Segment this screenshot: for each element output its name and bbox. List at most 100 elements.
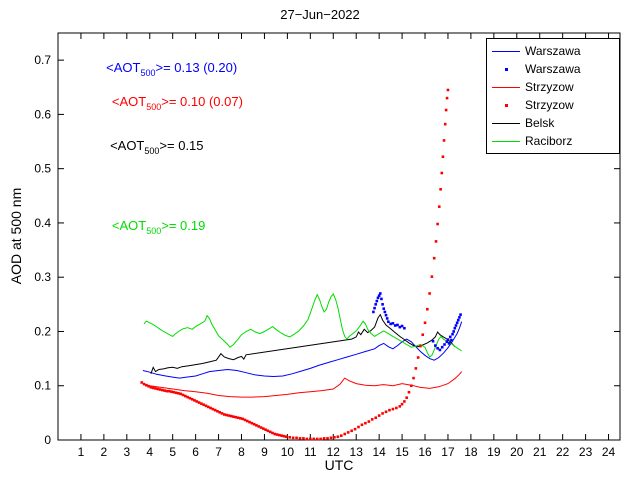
series-dot-warszawa	[454, 324, 458, 327]
series-dot-strzyzow	[437, 205, 441, 208]
series-dot-strzyzow	[329, 436, 333, 440]
series-dot-strzyzow	[441, 155, 445, 159]
series-dot-strzyzow	[248, 420, 251, 424]
series-dot-strzyzow	[405, 396, 408, 399]
series-dot-strzyzow	[220, 412, 224, 415]
axes-box	[57, 32, 621, 441]
series-dot-warszawa	[455, 321, 459, 325]
series-dot-strzyzow	[398, 405, 402, 408]
series-dot-strzyzow	[229, 414, 233, 418]
y-tick-label: 0.6	[34, 107, 51, 121]
series-dot-strzyzow	[186, 395, 189, 399]
legend-item: Belsk	[487, 114, 619, 132]
series-dot-strzyzow	[206, 405, 210, 409]
series-dot-strzyzow	[154, 387, 157, 390]
series-dot-strzyzow	[309, 437, 312, 441]
series-dot-warszawa	[450, 338, 453, 342]
series-dot-warszawa	[445, 340, 449, 344]
series-dot-strzyzow	[384, 410, 388, 414]
x-tick-label: 11	[304, 445, 317, 459]
series-dot-warszawa	[372, 310, 375, 314]
series-dot-strzyzow	[195, 400, 199, 403]
series-dot-warszawa	[384, 313, 388, 317]
series-dot-strzyzow	[211, 407, 215, 411]
series-dot-warszawa	[400, 324, 404, 328]
series-dot-strzyzow	[227, 414, 231, 417]
series-dot-strzyzow	[291, 436, 295, 440]
series-dot-strzyzow	[151, 386, 155, 390]
y-tick-label: 0.2	[34, 324, 51, 338]
series-dot-strzyzow	[140, 381, 144, 384]
series-dot-strzyzow	[312, 437, 316, 441]
x-tick-label: 8	[238, 445, 245, 459]
series-dot-strzyzow	[298, 437, 302, 440]
series-dot-warszawa	[385, 317, 389, 320]
series-dot-warszawa	[373, 306, 376, 310]
series-dot-strzyzow	[407, 390, 411, 394]
legend-item: Raciborz	[487, 132, 619, 150]
series-dot-strzyzow	[444, 108, 448, 112]
legend-label: Strzyzow	[525, 98, 574, 112]
series-dot-strzyzow	[326, 437, 329, 440]
series-dot-strzyzow	[202, 403, 205, 407]
series-dot-strzyzow	[161, 388, 164, 392]
series-dot-strzyzow	[403, 400, 406, 403]
series-dot-warszawa	[453, 326, 457, 330]
series-dot-strzyzow	[364, 421, 367, 425]
series-dot-warszawa	[448, 335, 452, 339]
series-dot-strzyzow	[184, 394, 187, 398]
series-dot-strzyzow	[412, 376, 415, 380]
series-dot-strzyzow	[149, 386, 153, 389]
series-dot-warszawa	[376, 296, 380, 300]
series-dot-strzyzow	[302, 437, 305, 440]
aot-annotation: <AOT500>= 0.10 (0.07)	[111, 94, 243, 112]
x-tick-label: 19	[487, 445, 501, 459]
series-dot-strzyzow	[343, 432, 347, 436]
aot-annotation: <AOT500>= 0.13 (0.20)	[106, 60, 238, 79]
series-dot-strzyzow	[419, 344, 422, 348]
series-dot-warszawa	[434, 344, 437, 347]
series-dot-strzyzow	[239, 416, 242, 420]
series-dot-strzyzow	[218, 411, 222, 414]
series-dot-strzyzow	[400, 402, 404, 406]
series-dot-strzyzow	[439, 187, 442, 191]
series-dot-strzyzow	[370, 418, 374, 421]
series-dot-strzyzow	[165, 389, 169, 393]
x-tick-label: 4	[146, 445, 153, 459]
series-dot-strzyzow	[446, 88, 450, 92]
series-dot-strzyzow	[200, 402, 203, 405]
series-dot-strzyzow	[264, 428, 267, 431]
legend-label: Warszawa	[525, 44, 581, 58]
x-tick-label: 10	[281, 445, 295, 459]
series-dot-strzyzow	[234, 415, 238, 419]
series-dot-warszawa	[451, 332, 454, 336]
series-dot-strzyzow	[241, 417, 244, 421]
series-dot-warszawa	[387, 320, 390, 323]
series-dot-warszawa	[382, 307, 386, 310]
series-dot-strzyzow	[350, 429, 353, 433]
series-dot-strzyzow	[360, 423, 364, 427]
x-tick-label: 18	[464, 445, 478, 459]
x-tick-label: 21	[533, 445, 547, 459]
series-dot-strzyzow	[346, 431, 350, 434]
series-dot-warszawa	[396, 323, 399, 327]
series-dot-warszawa	[456, 318, 460, 322]
series-dot-strzyzow	[442, 139, 446, 142]
series-dot-strzyzow	[367, 420, 371, 423]
x-tick-label: 6	[192, 445, 199, 459]
x-tick-label: 23	[579, 445, 593, 459]
series-dot-strzyzow	[225, 413, 228, 417]
series-dot-warszawa	[403, 326, 406, 330]
series-dot-warszawa	[458, 316, 461, 319]
legend-line-sample	[487, 122, 525, 124]
legend-label: Strzyzow	[525, 80, 574, 94]
y-tick-label: 0	[44, 433, 51, 447]
series-dot-strzyzow	[197, 401, 201, 404]
series-dot-strzyzow	[273, 432, 277, 436]
x-tick-label: 2	[101, 445, 108, 459]
legend-item: Warszawa	[487, 60, 619, 78]
series-dot-strzyzow	[319, 437, 322, 441]
legend-item: Strzyzow	[487, 96, 619, 114]
series-dot-strzyzow	[409, 384, 413, 388]
